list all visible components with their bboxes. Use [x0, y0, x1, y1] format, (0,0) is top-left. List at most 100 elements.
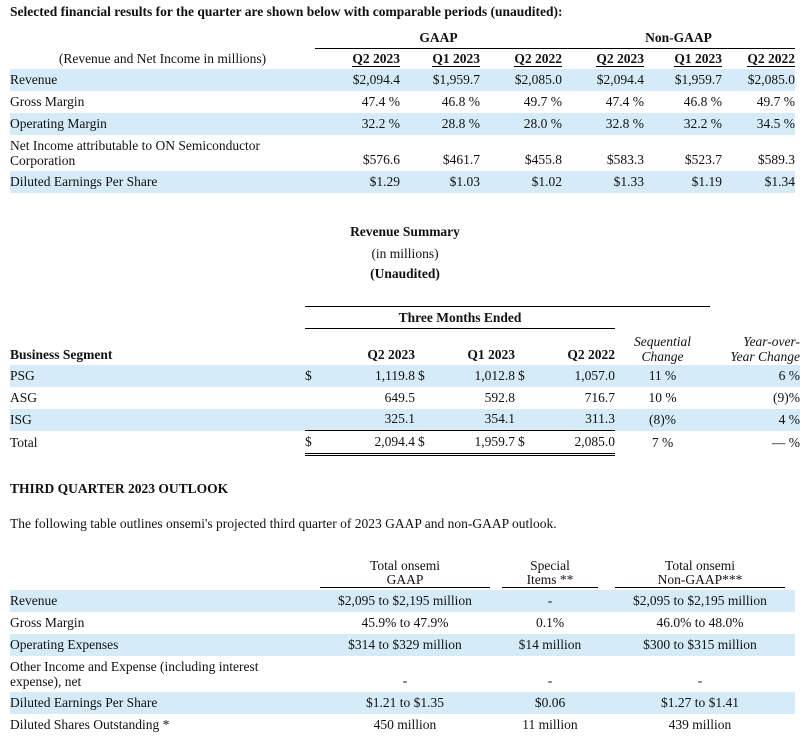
page-title: Selected financial results for the quart…: [10, 4, 563, 19]
cell: -: [402, 673, 408, 688]
cell: $2,095 to $2,195 million: [315, 590, 495, 612]
table-row: ISG 325.1 354.1 311.3 (8)% 4 %: [10, 408, 800, 431]
cell: 11 %: [615, 364, 710, 387]
summary-subtitle: (in millions): [371, 246, 439, 261]
cell: 32.8 %: [562, 113, 644, 135]
cell: $576.6: [362, 152, 400, 167]
cell: 11 million: [522, 717, 578, 732]
cell: $1.21 to $1.35: [315, 692, 495, 714]
cell: 2,085.0: [535, 430, 615, 456]
cell: $1.27 to $1.41: [605, 692, 795, 714]
row-label: Gross Margin: [10, 94, 85, 109]
row-label: Diluted Earnings Per Share: [10, 692, 315, 714]
row-label: PSG: [10, 364, 305, 387]
cell: $1.02: [480, 171, 562, 193]
units-label: (Revenue and Net Income in millions): [58, 50, 267, 66]
segment-header: Business Segment: [10, 346, 113, 362]
cell: 354.1: [435, 408, 515, 431]
column-header: Q2 2023: [352, 50, 400, 67]
table-row: Operating Margin 32.2 % 28.8 % 28.0 % 32…: [10, 113, 795, 135]
cell: 7 %: [651, 434, 674, 450]
currency-sign: $: [305, 364, 325, 387]
table-row: PSG $ 1,119.8 $ 1,012.8 $ 1,057.0 11 % 6…: [10, 364, 800, 387]
table-row: Diluted Earnings Per Share $1.21 to $1.3…: [10, 692, 795, 714]
currency-sign: [415, 387, 435, 409]
cell: 325.1: [325, 408, 415, 431]
cell: $589.3: [757, 152, 795, 167]
table-row: Gross Margin 47.4 % 46.8 % 49.7 % 47.4 %…: [10, 91, 795, 113]
cell: $2,095 to $2,195 million: [605, 590, 795, 612]
cell: 1,119.8: [325, 364, 415, 387]
cell: 1,959.7: [435, 430, 515, 456]
outlook-intro: The following table outlines onsemi's pr…: [10, 516, 557, 531]
column-header: Q2 2022: [567, 346, 615, 362]
column-header: Q2 2022: [514, 50, 562, 67]
group-header-row: Three Months Ended: [10, 306, 800, 329]
cell: 649.5: [384, 389, 415, 405]
column-header: Q2 2022: [747, 50, 795, 67]
summary-unaudited: (Unaudited): [370, 266, 440, 281]
cell: 47.4 %: [605, 94, 644, 109]
cell: 439 million: [668, 717, 732, 732]
row-label: Net Income attributable to ON Semiconduc…: [10, 138, 261, 168]
outlook-heading: THIRD QUARTER 2023 OUTLOOK: [10, 481, 229, 496]
cell: (8)%: [615, 408, 710, 431]
currency-sign: $: [515, 364, 535, 387]
cell: $2,085.0: [480, 69, 562, 91]
gaap-header: Total onsemi GAAP: [315, 554, 495, 590]
cell: $1,959.7: [644, 69, 722, 91]
table-row: Gross Margin 45.9% to 47.9% 0.1% 46.0% t…: [10, 612, 795, 634]
table-row: Revenue $2,094.4 $1,959.7 $2,085.0 $2,09…: [10, 69, 795, 91]
cell: 46.0% to 48.0%: [656, 615, 744, 630]
cell: $1.19: [644, 171, 722, 193]
table-row: Revenue $2,095 to $2,195 million - $2,09…: [10, 590, 795, 612]
row-label: ASG: [10, 389, 38, 405]
cell: (9)%: [773, 389, 800, 405]
currency-sign: [515, 408, 535, 431]
table-row: ASG 649.5 592.8 716.7 10 % (9)%: [10, 387, 800, 409]
cell: 46.8 %: [441, 94, 480, 109]
table-row: Diluted Shares Outstanding * 450 million…: [10, 714, 795, 736]
table-row: Other Income and Expense (including inte…: [10, 656, 795, 692]
currency-sign: [305, 387, 325, 409]
three-months-header: Three Months Ended: [305, 306, 615, 329]
gaap-group-header: GAAP: [315, 28, 562, 49]
cell: $461.7: [442, 152, 480, 167]
cell: 46.8 %: [683, 94, 722, 109]
cell: $1.29: [315, 171, 400, 193]
cell: $1.03: [400, 171, 480, 193]
cell: 592.8: [484, 389, 515, 405]
cell: 1,012.8: [435, 364, 515, 387]
table-row: Net Income attributable to ON Semiconduc…: [10, 135, 795, 171]
cell: 45.9% to 47.9%: [361, 615, 449, 630]
cell: -: [495, 590, 605, 612]
group-header-row: GAAP Non-GAAP: [10, 28, 795, 49]
column-header: Q2 2023: [596, 50, 644, 67]
cell: $1.33: [562, 171, 644, 193]
table-row-total: Total $ 2,094.4 $ 1,959.7 $ 2,085.0 7 % …: [10, 430, 800, 456]
row-label: Diluted Shares Outstanding *: [10, 717, 170, 732]
row-label: Revenue: [10, 69, 315, 91]
row-label: Total: [10, 434, 38, 450]
currency-sign: $: [415, 364, 435, 387]
column-header: Q1 2023: [674, 50, 722, 67]
table-row: Operating Expenses $314 to $329 million …: [10, 634, 795, 656]
cell: -: [697, 673, 703, 688]
row-label: Revenue: [10, 590, 315, 612]
currency-sign: $: [415, 430, 435, 456]
cell: $2,085.0: [722, 69, 795, 91]
currency-sign: $: [515, 430, 535, 456]
cell: 450 million: [373, 717, 437, 732]
row-label: Operating Margin: [10, 113, 315, 135]
cell: 10 %: [648, 389, 677, 405]
cell: $1,959.7: [400, 69, 480, 91]
outlook-table: Total onsemi GAAP Special Items ** Total…: [10, 554, 795, 736]
summary-title: Revenue Summary: [350, 224, 460, 239]
financial-results-table: GAAP Non-GAAP (Revenue and Net Income in…: [10, 28, 795, 193]
row-label: Other Income and Expense (including inte…: [10, 659, 259, 689]
cell: 4 %: [710, 408, 800, 431]
cell: $2,094.4: [315, 69, 400, 91]
currency-sign: [515, 387, 535, 409]
row-label: ISG: [10, 408, 305, 431]
